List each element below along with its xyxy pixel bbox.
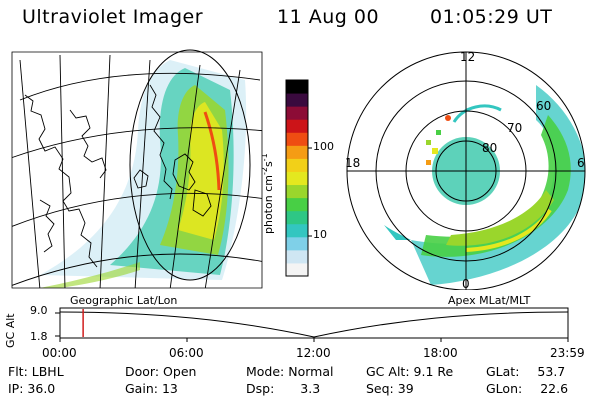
colorbar-segment: [286, 197, 308, 212]
timeline-xtick-0000: 00:00: [42, 346, 77, 360]
colorbar-segment: [286, 132, 308, 146]
geographic-image: [11, 49, 263, 289]
svg-text:photon cm-2s-1: photon cm-2s-1: [262, 153, 275, 234]
colorbar-tick-100: 100: [313, 140, 334, 153]
gain-value: 13: [161, 381, 178, 396]
info-door: Door: Open: [125, 364, 197, 379]
timeline-xtick-2359: 23:59: [550, 346, 585, 360]
colorbar-segment: [286, 119, 308, 133]
timeline-xtick-0600: 06:00: [169, 346, 204, 360]
colorbar-segment: [286, 236, 308, 251]
colorbar-unit-exp1: -2: [262, 167, 269, 175]
mlt-label-0: 0: [462, 277, 470, 290]
mlt-label-6: 6: [577, 156, 585, 170]
colorbar-segment: [286, 223, 308, 238]
mlt-label-12: 12: [460, 50, 475, 64]
colorbar-unit-exp2: -1: [262, 153, 269, 161]
mlat-label-70: 70: [507, 121, 522, 135]
colorbar-segment: [286, 158, 308, 172]
polar-oval-inner: [446, 190, 554, 246]
timeline-xtick-1200: 12:00: [296, 346, 331, 360]
info-mode: Mode: Normal: [246, 364, 334, 379]
timeline-ytick-9: 9.0: [30, 304, 48, 317]
flt-value: LBHL: [31, 364, 64, 379]
info-seq: Seq: 39: [366, 381, 414, 396]
colorbar-segment: [286, 171, 308, 186]
mode-value: Normal: [288, 364, 334, 379]
altitude-curve: [59, 311, 569, 338]
colorbar-unit-s: s: [262, 161, 275, 167]
timeline-ylabel: GC Alt: [4, 313, 17, 348]
colorbar-segment: [286, 80, 308, 94]
info-glon: GLon: 22.6: [486, 381, 569, 396]
info-flt: Flt: LBHL: [8, 364, 64, 379]
mlat-label-60: 60: [536, 99, 551, 113]
colorbar-segment: [286, 210, 308, 225]
info-dsp: Dsp: 3.3: [246, 381, 321, 396]
right-panel-label: Apex MLat/MLT: [448, 294, 531, 307]
date-label: 11 Aug 00: [277, 6, 380, 28]
polar-image: 12 18 6 0 60 70 80: [345, 50, 586, 290]
colorbar-unit: photon cm: [262, 175, 275, 234]
colorbar-segment: [286, 106, 308, 120]
colorbar-segment: [286, 145, 308, 159]
colorbar: photon cm-2s-1: [262, 79, 312, 277]
mlat-label-80: 80: [482, 141, 497, 155]
info-ip: IP: 36.0: [8, 381, 56, 396]
info-gain: Gain: 13: [125, 381, 178, 396]
polar-oval-outer: [411, 85, 585, 285]
timeline-xtick-1800: 18:00: [423, 346, 458, 360]
aurora-peak: [203, 111, 221, 191]
colorbar-segment: [286, 249, 308, 264]
colorbar-tick-10: 10: [313, 228, 327, 241]
earth-limb: [129, 49, 251, 281]
instrument-title: Ultraviolet Imager: [22, 6, 204, 28]
time-label: 01:05:29 UT: [430, 6, 553, 28]
colorbar-segment: [286, 93, 308, 107]
timeline-ytick-1.8: 1.8: [30, 330, 48, 343]
left-panel-label: Geographic Lat/Lon: [70, 294, 178, 307]
dsp-value: 3.3: [300, 381, 321, 396]
colorbar-segment: [286, 184, 308, 199]
colorbar-segment: [286, 262, 308, 277]
door-value: Open: [163, 364, 197, 379]
gcalt-value: 9.1 Re: [413, 364, 454, 379]
info-gcalt: GC Alt: 9.1 Re: [366, 364, 454, 379]
mlt-label-18: 18: [345, 156, 360, 170]
glat-value: 53.7: [537, 364, 566, 379]
glon-value: 22.6: [540, 381, 569, 396]
info-glat: GLat: 53.7: [486, 364, 566, 379]
ip-value: 36.0: [27, 381, 56, 396]
timeline-plot: [55, 307, 569, 342]
seq-value: 39: [397, 381, 414, 396]
